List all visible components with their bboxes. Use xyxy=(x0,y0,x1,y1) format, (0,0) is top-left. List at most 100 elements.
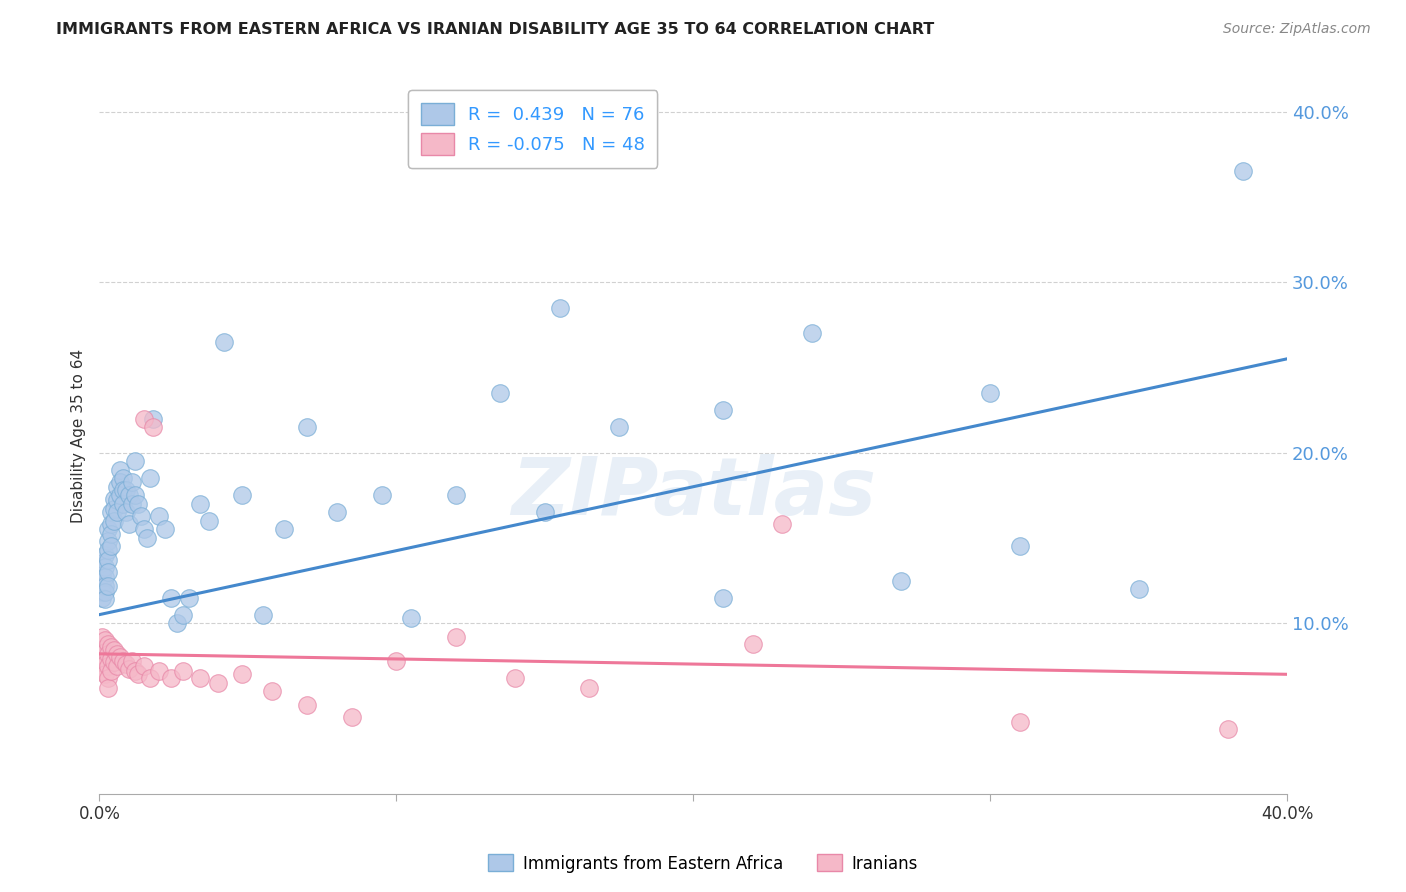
Point xyxy=(91,557,114,571)
Point xyxy=(166,616,188,631)
Point xyxy=(91,568,114,582)
Point xyxy=(132,522,155,536)
Point xyxy=(252,607,274,622)
Point xyxy=(1128,582,1150,596)
Point xyxy=(770,517,793,532)
Point xyxy=(340,710,363,724)
Point xyxy=(503,671,526,685)
Point xyxy=(741,637,763,651)
Point xyxy=(103,656,125,670)
Point xyxy=(231,488,253,502)
Point xyxy=(533,505,555,519)
Point xyxy=(118,517,141,532)
Point xyxy=(97,553,120,567)
Point xyxy=(94,645,117,659)
Point xyxy=(139,671,162,685)
Point xyxy=(91,579,114,593)
Point xyxy=(94,579,117,593)
Point xyxy=(100,640,122,654)
Point xyxy=(100,527,122,541)
Point xyxy=(110,463,132,477)
Point xyxy=(198,514,221,528)
Point xyxy=(260,684,283,698)
Point xyxy=(231,667,253,681)
Point xyxy=(110,475,132,489)
Point xyxy=(489,385,512,400)
Point xyxy=(94,667,117,681)
Point xyxy=(124,454,146,468)
Point xyxy=(118,662,141,676)
Point xyxy=(105,480,128,494)
Point xyxy=(385,654,408,668)
Point xyxy=(91,591,114,605)
Point xyxy=(273,522,295,536)
Point xyxy=(121,497,143,511)
Point xyxy=(97,658,120,673)
Point xyxy=(711,403,734,417)
Point xyxy=(115,483,138,497)
Point xyxy=(112,471,135,485)
Point xyxy=(132,658,155,673)
Point xyxy=(103,643,125,657)
Point xyxy=(94,548,117,562)
Point xyxy=(103,491,125,506)
Point xyxy=(94,657,117,671)
Point xyxy=(100,664,122,678)
Point xyxy=(105,647,128,661)
Point xyxy=(91,630,114,644)
Point xyxy=(207,676,229,690)
Point xyxy=(172,664,194,678)
Point xyxy=(127,667,149,681)
Point xyxy=(100,652,122,666)
Legend: R =  0.439   N = 76, R = -0.075   N = 48: R = 0.439 N = 76, R = -0.075 N = 48 xyxy=(408,90,658,168)
Point xyxy=(103,501,125,516)
Point xyxy=(91,641,114,656)
Point xyxy=(129,508,152,523)
Point xyxy=(100,517,122,532)
Point xyxy=(444,488,467,502)
Point xyxy=(444,630,467,644)
Point xyxy=(97,522,120,536)
Point xyxy=(97,647,120,661)
Point xyxy=(148,508,170,523)
Point xyxy=(112,497,135,511)
Legend: Immigrants from Eastern Africa, Iranians: Immigrants from Eastern Africa, Iranians xyxy=(481,847,925,880)
Point xyxy=(1232,164,1254,178)
Point xyxy=(94,570,117,584)
Point xyxy=(94,592,117,607)
Point xyxy=(124,664,146,678)
Point xyxy=(370,488,392,502)
Point xyxy=(110,488,132,502)
Point xyxy=(890,574,912,588)
Point xyxy=(94,560,117,574)
Point xyxy=(115,657,138,671)
Point xyxy=(115,505,138,519)
Point xyxy=(1008,714,1031,729)
Point xyxy=(326,505,349,519)
Point xyxy=(91,585,114,599)
Point xyxy=(97,671,120,685)
Point xyxy=(399,611,422,625)
Point xyxy=(578,681,600,695)
Text: IMMIGRANTS FROM EASTERN AFRICA VS IRANIAN DISABILITY AGE 35 TO 64 CORRELATION CH: IMMIGRANTS FROM EASTERN AFRICA VS IRANIA… xyxy=(56,22,935,37)
Point xyxy=(124,488,146,502)
Point xyxy=(212,334,235,349)
Point xyxy=(159,671,181,685)
Point xyxy=(103,514,125,528)
Point xyxy=(142,420,165,434)
Point xyxy=(121,475,143,489)
Point xyxy=(105,505,128,519)
Point xyxy=(110,650,132,665)
Point xyxy=(159,591,181,605)
Point xyxy=(97,637,120,651)
Point xyxy=(105,493,128,508)
Point xyxy=(97,534,120,549)
Point xyxy=(97,565,120,579)
Point xyxy=(105,658,128,673)
Point xyxy=(607,420,630,434)
Point xyxy=(97,579,120,593)
Point xyxy=(127,497,149,511)
Point xyxy=(91,664,114,678)
Point xyxy=(297,698,319,712)
Point xyxy=(1216,722,1239,736)
